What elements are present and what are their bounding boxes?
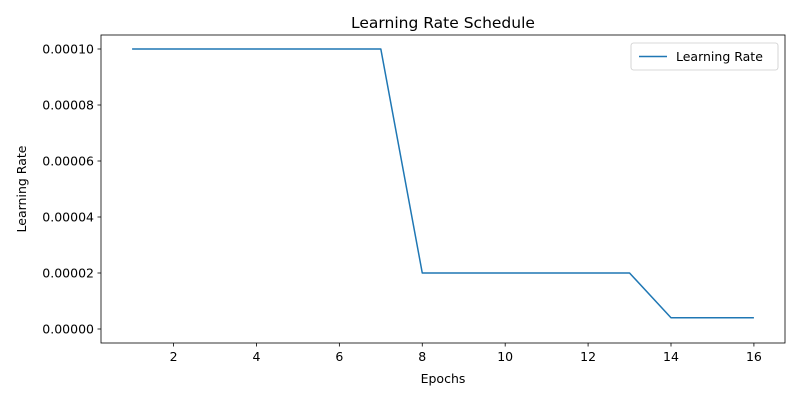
legend-box: [630, 42, 779, 71]
plot-area: 2 4 6 8 10 12 14 16 0.00000 0.00002 0.00004 0.00006…: [42, 34, 786, 364]
x-tick-label: 12: [580, 349, 596, 364]
x-tick-label: 10: [497, 349, 513, 364]
series-line-0: [132, 48, 754, 319]
y-tick-label: 0.00010: [42, 42, 94, 57]
y-tick-label: 0.00002: [42, 266, 94, 281]
x-tick-label: 14: [663, 349, 679, 364]
y-tick-label: 0.00000: [42, 322, 94, 337]
axes-frame: [100, 34, 786, 344]
y-axis-label: Learning Rate: [14, 145, 29, 232]
chart-title: Learning Rate Schedule: [351, 14, 535, 32]
x-tick-label: 8: [418, 349, 426, 364]
y-tick-label: 0.00008: [42, 98, 94, 113]
x-tick-label: 2: [170, 349, 178, 364]
legend: Learning Rate: [630, 42, 779, 71]
y-tick-label: 0.00006: [42, 154, 94, 169]
y-tick-label: 0.00004: [42, 210, 94, 225]
x-tick-label: 4: [252, 349, 260, 364]
legend-entry-label: Learning Rate: [676, 49, 763, 64]
x-tick-label: 6: [335, 349, 343, 364]
x-tick-label: 16: [746, 349, 762, 364]
x-axis-label: Epochs: [421, 371, 466, 386]
